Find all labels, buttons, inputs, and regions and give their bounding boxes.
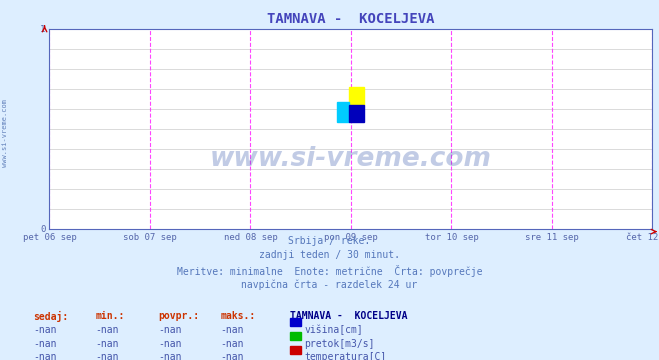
Text: -nan: -nan bbox=[158, 352, 182, 360]
Text: sedaj:: sedaj: bbox=[33, 311, 68, 323]
Text: www.si-vreme.com: www.si-vreme.com bbox=[2, 99, 9, 167]
Text: -nan: -nan bbox=[158, 325, 182, 335]
Text: zadnji teden / 30 minut.: zadnji teden / 30 minut. bbox=[259, 250, 400, 260]
Text: -nan: -nan bbox=[221, 339, 244, 349]
Text: Srbija / reke.: Srbija / reke. bbox=[289, 236, 370, 246]
Text: -nan: -nan bbox=[158, 339, 182, 349]
Text: -nan: -nan bbox=[96, 325, 119, 335]
Text: www.si-vreme.com: www.si-vreme.com bbox=[210, 146, 492, 172]
Text: -nan: -nan bbox=[33, 339, 57, 349]
Text: navpična črta - razdelek 24 ur: navpična črta - razdelek 24 ur bbox=[241, 279, 418, 289]
Text: -nan: -nan bbox=[221, 325, 244, 335]
Text: -nan: -nan bbox=[221, 352, 244, 360]
Bar bbox=[349, 87, 364, 105]
Text: Meritve: minimalne  Enote: metrične  Črta: povprečje: Meritve: minimalne Enote: metrične Črta:… bbox=[177, 265, 482, 276]
Text: povpr.:: povpr.: bbox=[158, 311, 199, 321]
Text: TAMNAVA -  KOCELJEVA: TAMNAVA - KOCELJEVA bbox=[290, 311, 407, 321]
Text: -nan: -nan bbox=[33, 352, 57, 360]
Text: -nan: -nan bbox=[96, 352, 119, 360]
Text: višina[cm]: višina[cm] bbox=[304, 325, 363, 336]
Bar bbox=[337, 102, 349, 122]
Text: maks.:: maks.: bbox=[221, 311, 256, 321]
Text: pretok[m3/s]: pretok[m3/s] bbox=[304, 339, 375, 349]
Text: -nan: -nan bbox=[96, 339, 119, 349]
Text: min.:: min.: bbox=[96, 311, 125, 321]
Bar bbox=[349, 105, 364, 122]
Text: temperatura[C]: temperatura[C] bbox=[304, 352, 387, 360]
Title: TAMNAVA -  KOCELJEVA: TAMNAVA - KOCELJEVA bbox=[267, 12, 435, 26]
Text: -nan: -nan bbox=[33, 325, 57, 335]
